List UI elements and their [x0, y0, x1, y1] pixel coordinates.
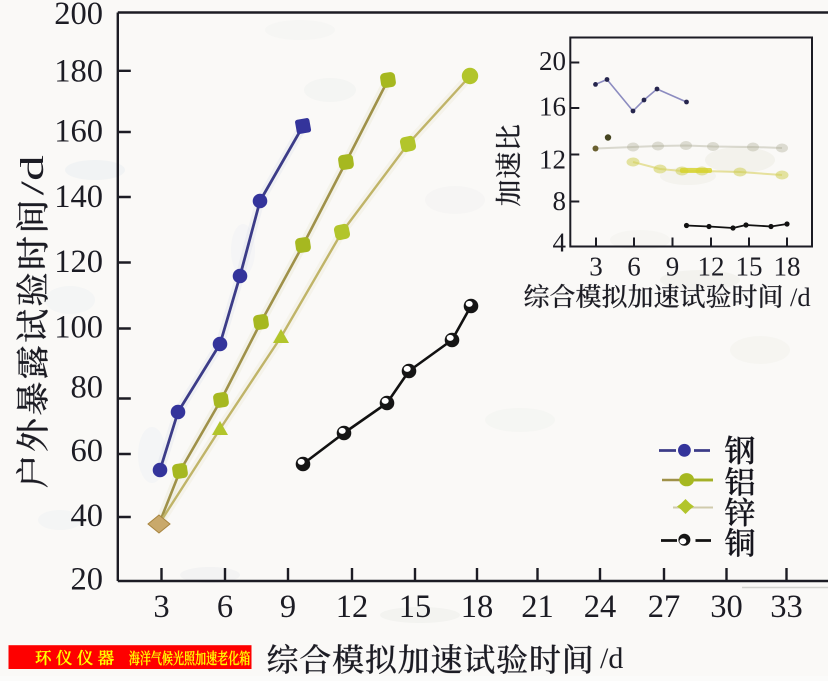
svg-text:12: 12	[336, 589, 369, 625]
svg-text:/d: /d	[15, 155, 51, 196]
svg-text:20: 20	[71, 562, 104, 598]
svg-text:3: 3	[589, 252, 603, 282]
svg-text:27: 27	[648, 589, 681, 625]
svg-text:/d: /d	[600, 642, 623, 675]
svg-text:15: 15	[399, 589, 432, 625]
svg-text:18: 18	[774, 252, 801, 282]
svg-text:3: 3	[153, 589, 169, 625]
svg-text:160: 160	[54, 114, 103, 150]
svg-text:20: 20	[539, 46, 566, 76]
svg-text:100: 100	[54, 309, 103, 345]
svg-text:24: 24	[584, 589, 617, 625]
svg-text:21: 21	[521, 589, 554, 625]
svg-text:6: 6	[627, 252, 641, 282]
svg-text:60: 60	[71, 433, 104, 469]
svg-text:12: 12	[539, 145, 566, 175]
svg-text:120: 120	[54, 244, 103, 280]
svg-text:12: 12	[698, 252, 725, 282]
svg-text:200: 200	[54, 0, 103, 32]
svg-text:140: 140	[54, 179, 103, 215]
svg-text:15: 15	[736, 252, 763, 282]
svg-text:33: 33	[770, 589, 803, 625]
svg-text:40: 40	[71, 498, 104, 534]
svg-text:/d: /d	[790, 282, 811, 312]
svg-text:8: 8	[553, 186, 567, 216]
svg-text:6: 6	[217, 589, 233, 625]
svg-text:180: 180	[54, 54, 103, 90]
svg-text:9: 9	[280, 589, 296, 625]
svg-text:80: 80	[71, 369, 104, 405]
svg-text:16: 16	[539, 92, 566, 122]
svg-text:4: 4	[553, 228, 567, 258]
svg-text:9: 9	[666, 252, 680, 282]
svg-text:30: 30	[710, 589, 743, 625]
svg-text:18: 18	[461, 589, 494, 625]
